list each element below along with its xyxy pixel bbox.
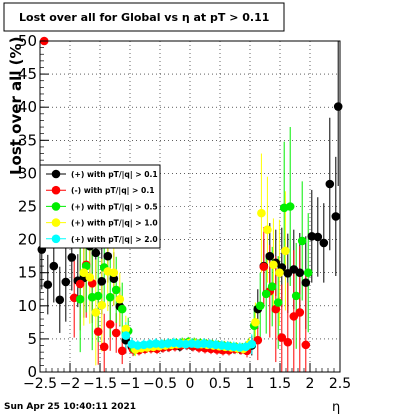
data-point [285, 202, 295, 211]
x-tick-label: −2.5 [23, 376, 57, 392]
legend-marker [51, 234, 61, 244]
y-tick-label: 30 [18, 164, 37, 182]
x-tick-label: 2 [306, 376, 315, 392]
legend-marker [51, 169, 61, 179]
x-tick-label: 2.5 [329, 376, 351, 392]
data-point [93, 327, 103, 336]
data-point [295, 268, 305, 278]
legend-label: (+) with pT/|q| > 2.0 [71, 235, 158, 245]
data-point [111, 328, 121, 338]
data-point [303, 268, 313, 278]
data-point [261, 289, 271, 299]
y-tick-label: 20 [18, 231, 37, 249]
data-point [273, 298, 283, 307]
data-point [103, 251, 113, 261]
chart-title: Lost over all for Global vs η at pT > 0.… [19, 11, 269, 24]
data-point [61, 277, 71, 287]
data-point [297, 236, 307, 246]
data-point [295, 308, 305, 317]
x-tick-label: −1 [120, 376, 141, 392]
data-point [93, 291, 103, 301]
data-point [301, 278, 311, 287]
data-point [325, 179, 335, 189]
data-point [267, 282, 277, 291]
legend-marker [51, 202, 61, 211]
data-point [283, 337, 293, 347]
data-point [263, 225, 272, 234]
data-point [55, 295, 65, 305]
y-axis-label: Lost over all (%) [7, 37, 25, 175]
data-point [49, 261, 59, 271]
data-point [105, 292, 115, 302]
y-tick-label: 0 [27, 363, 37, 381]
data-point [75, 294, 85, 304]
x-tick-label: −1.5 [83, 376, 117, 392]
y-tick-label: 5 [27, 330, 37, 348]
data-point [247, 339, 257, 349]
data-point [111, 285, 121, 295]
data-point [259, 262, 269, 272]
data-point [117, 304, 127, 314]
data-point [91, 308, 101, 317]
tick-labels: −2.5 −2 −1.5 −1 −0.5 0 0.5 1 1.5 2 2.5 0 5 10 15 20 25 30… [18, 32, 351, 392]
data-point [75, 279, 85, 289]
data-point [331, 212, 341, 221]
x-tick-label: −0.5 [143, 376, 177, 392]
data-point [91, 248, 101, 258]
legend-marker [51, 185, 61, 195]
y-tick-label: 35 [18, 131, 37, 149]
data-point [269, 260, 278, 270]
legend-marker [51, 218, 61, 227]
data-point [291, 291, 301, 301]
data-point [301, 340, 311, 350]
y-tick-label: 40 [18, 98, 37, 116]
data-point [115, 294, 125, 304]
data-point [271, 304, 281, 314]
data-point [67, 253, 77, 262]
data-point [85, 273, 95, 282]
data-point [257, 208, 266, 218]
legend-label: (-) with pT/|q| > 0.1 [71, 186, 155, 196]
data-point [121, 331, 131, 340]
y-tick-label: 10 [18, 297, 37, 315]
data-point [81, 261, 91, 271]
data-point [319, 238, 329, 248]
data-point [251, 318, 260, 327]
x-tick-label: −2 [60, 376, 81, 392]
data-point [109, 274, 119, 283]
x-tick-label: 1 [246, 376, 255, 392]
data-point [97, 277, 107, 286]
legend-label: (+) with pT/|q| > 0.1 [71, 170, 158, 180]
y-tick-label: 45 [18, 65, 37, 83]
data-point [255, 301, 265, 311]
x-tick-label: 1.5 [269, 376, 291, 392]
data-point [277, 333, 287, 342]
data-point [275, 268, 284, 278]
data-point [105, 320, 115, 329]
legend: (+) with pT/|q| > 0.1 (-) with pT/|q| > 0… [46, 169, 158, 245]
y-tick-label: 50 [18, 32, 37, 50]
data-point [333, 102, 343, 111]
title-box [3, 2, 285, 32]
data-point [79, 268, 89, 278]
data-point [121, 324, 131, 334]
data-point [97, 300, 107, 310]
y-tick-label: 25 [18, 198, 37, 216]
timestamp: Sun Apr 25 10:40:11 2021 [4, 402, 136, 412]
legend-label: (+) with pT/|q| > 1.0 [71, 219, 158, 229]
x-tick-label: 0 [186, 376, 195, 392]
data-point [117, 346, 127, 356]
y-tick-label: 15 [18, 264, 37, 282]
data-point [265, 251, 275, 261]
data-point [99, 342, 109, 352]
data-point [313, 232, 323, 242]
data-point [43, 280, 53, 289]
x-tick-label: 0.5 [209, 376, 231, 392]
data-point [109, 268, 119, 278]
x-axis-label: η [332, 400, 340, 414]
legend-label: (+) with pT/|q| > 0.5 [71, 202, 158, 212]
data-point [281, 246, 290, 256]
